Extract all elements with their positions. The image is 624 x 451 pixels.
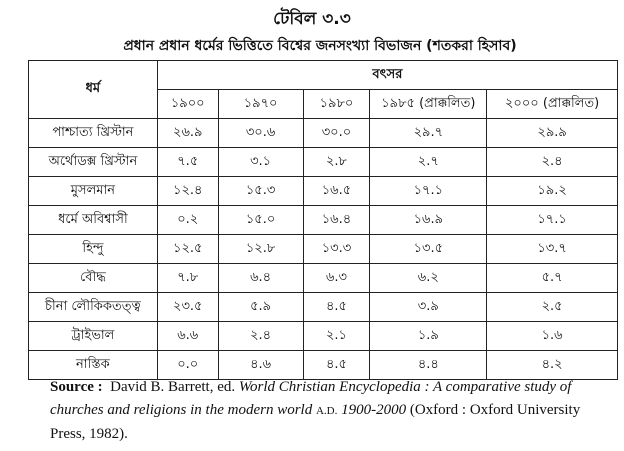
percentage-cell: ১.৬ [486,321,618,351]
percentage-cell: ১৩.৩ [302,234,371,264]
percentage-cell: ১৭.১ [369,176,488,206]
table-title: টেবিল ৩.৩ [273,9,351,29]
religion-name: অর্থোডক্স খ্রিস্টান [28,147,158,177]
percentage-cell: ৫.৭ [486,263,618,293]
table-row: পাশ্চাত্য খ্রিস্টান ২৬.৯ ৩০.৬ ৩০.০ ২৯.৭ ২৯.৯ [28,118,618,148]
table-subtitle: প্রধান প্রধান ধর্মের ভিত্তিতে বিশ্বের জন… [123,38,517,54]
source-citation: Source : David B. Barrett, ed. World Chr… [50,376,610,446]
year-column-header: ১৯৭০ [217,89,304,119]
percentage-cell: ৬.৪ [217,263,304,293]
table-row: ট্রাইভাল ৬.৬ ২.৪ ২.১ ১.৯ ১.৬ [28,321,618,351]
table-row: নাস্তিক ০.০ ৪.৬ ৪.৫ ৪.৪ ৪.২ [28,350,618,380]
source-era: A.D. [315,405,338,417]
source-years: 1900-2000 [341,402,407,418]
percentage-cell: ৪.৫ [302,292,371,322]
percentage-cell: ১৬.৪ [302,205,371,235]
percentage-cell: ২৯.৭ [369,118,488,148]
percentage-cell: ২৯.৯ [486,118,618,148]
percentage-cell: ১২.৮ [217,234,304,264]
percentage-cell: ১৫.৩ [217,176,304,206]
year-column-header: ১৯৮৫ (প্রাক্কলিত) [369,89,488,119]
source-label: Source : [50,379,103,395]
percentage-cell: ৭.৫ [156,147,219,177]
percentage-cell: ২.৫ [486,292,618,322]
percentage-cell: ৬.২ [369,263,488,293]
table-row: চীনা লৌকিকতত্ত্ব ২৩.৫ ৫.৯ ৪.৫ ৩.৯ ২.৫ [28,292,618,322]
religion-name: মুসলমান [28,176,158,206]
source-publisher: (Oxford : Oxford University Press, 1982)… [50,402,581,442]
percentage-cell: ১২.৫ [156,234,219,264]
percentage-cell: ২.৮ [302,147,371,177]
religion-header: ধর্ম [28,60,158,119]
percentage-cell: ৩.১ [217,147,304,177]
percentage-cell: ১৬.৫ [302,176,371,206]
percentage-cell: ১৯.২ [486,176,618,206]
percentage-cell: ২৬.৯ [156,118,219,148]
percentage-cell: ২.৪ [486,147,618,177]
table-row: ধর্মে অবিশ্বাসী ০.২ ১৫.০ ১৬.৪ ১৬.৯ ১৭.১ [28,205,618,235]
percentage-cell: ৬.৩ [302,263,371,293]
religion-name: চীনা লৌকিকতত্ত্ব [28,292,158,322]
percentage-cell: ১৩.৫ [369,234,488,264]
percentage-cell: ১২.৪ [156,176,219,206]
percentage-cell: ৪.৫ [302,350,371,380]
religion-name: ট্রাইভাল [28,321,158,351]
percentage-cell: ৫.৯ [217,292,304,322]
religion-name: পাশ্চাত্য খ্রিস্টান [28,118,158,148]
percentage-cell: ৪.২ [486,350,618,380]
percentage-cell: ৭.৮ [156,263,219,293]
table-row: বৌদ্ধ ৭.৮ ৬.৪ ৬.৩ ৬.২ ৫.৭ [28,263,618,293]
percentage-cell: ১৩.৭ [486,234,618,264]
percentage-cell: ২.১ [302,321,371,351]
religion-population-table: ধর্ম বৎসর ১৯০০ ১৯৭০ ১৯৮০ ১৯৮৫ (প্রাক্কলিত) ২… [28,60,619,380]
table-row: মুসলমান ১২.৪ ১৫.৩ ১৬.৫ ১৭.১ ১৯.২ [28,176,618,206]
percentage-cell: ৩০.৬ [217,118,304,148]
percentage-cell: ২.৪ [217,321,304,351]
religion-name: ধর্মে অবিশ্বাসী [28,205,158,235]
percentage-cell: ৬.৬ [156,321,219,351]
percentage-cell: ২৩.৫ [156,292,219,322]
table-row: অর্থোডক্স খ্রিস্টান ৭.৫ ৩.১ ২.৮ ২.৭ ২.৪ [28,147,618,177]
percentage-cell: ১৭.১ [486,205,618,235]
source-work: World Christian Encyclopedia : A compara… [50,379,572,418]
percentage-cell: ৩০.০ [302,118,371,148]
religion-name: বৌদ্ধ [28,263,158,293]
percentage-cell: ০.০ [156,350,219,380]
year-column-header: ২০০০ (প্রাক্কলিত) [486,89,618,119]
year-column-header: ১৯৮০ [302,89,371,119]
percentage-cell: ৩.৯ [369,292,488,322]
religion-name: নাস্তিক [28,350,158,380]
percentage-cell: ১৬.৯ [369,205,488,235]
percentage-cell: ২.৭ [369,147,488,177]
table-row: হিন্দু ১২.৫ ১২.৮ ১৩.৩ ১৩.৫ ১৩.৭ [28,234,618,264]
percentage-cell: ১.৯ [369,321,488,351]
percentage-cell: ০.২ [156,205,219,235]
source-author: David B. Barrett, ed. [110,379,236,395]
percentage-cell: ১৫.০ [217,205,304,235]
year-header: বৎসর [156,60,619,90]
religion-name: হিন্দু [28,234,158,264]
year-column-header: ১৯০০ [156,89,219,119]
